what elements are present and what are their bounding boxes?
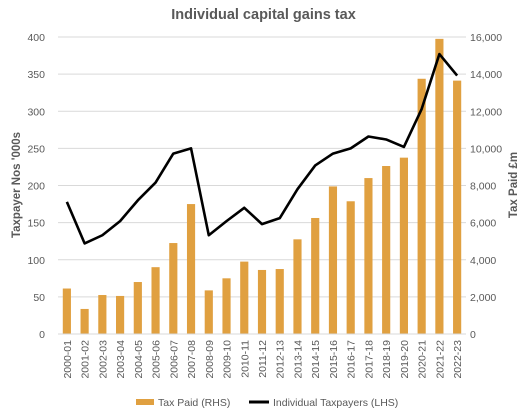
x-tick-label: 2012-13: [275, 340, 287, 379]
bar: [62, 288, 71, 334]
bar: [186, 204, 196, 334]
x-tick-label: 2015-16: [328, 340, 340, 379]
bar: [417, 78, 426, 334]
x-tick-label: 2006-07: [168, 340, 180, 379]
bar: [453, 80, 462, 334]
bar: [204, 290, 213, 334]
right-tick-label: 12,000: [470, 106, 502, 118]
x-axis-ticks: 2000-01 2001-02 2002-03 2003-04 2004-05 2005-…: [62, 340, 464, 379]
x-tick-label: 2022-23: [452, 340, 464, 379]
taxpayers-line: [65, 52, 459, 245]
bar: [275, 269, 284, 334]
x-tick-label: 2011-12: [257, 340, 269, 378]
x-tick-label: 2010-11: [239, 340, 251, 378]
x-tick-label: 2004-05: [133, 340, 145, 379]
right-tick-label: 0: [470, 329, 476, 341]
left-axis-ticks: 0 50 100 150 200 250 300 350 400: [27, 32, 45, 341]
bar: [293, 239, 302, 334]
left-tick-label: 50: [33, 292, 45, 304]
bar: [240, 261, 249, 334]
bar: [80, 308, 89, 334]
x-tick-label: 2001-02: [80, 340, 92, 379]
right-tick-label: 8,000: [470, 181, 496, 193]
line-series-taxpayers: [65, 52, 459, 245]
right-tick-label: 10,000: [470, 143, 502, 155]
bar: [257, 269, 267, 334]
x-tick-label: 2020-21: [417, 340, 429, 379]
x-tick-label: 2007-08: [186, 340, 198, 379]
bar: [311, 217, 320, 334]
bar: [169, 243, 178, 334]
left-tick-label: 200: [27, 181, 45, 193]
right-axis-ticks: 0 2,000 4,000 6,000 8,000 10,000 12,000 14,000 1…: [470, 32, 502, 341]
bar: [346, 201, 355, 334]
right-tick-label: 14,000: [470, 69, 502, 81]
right-tick-label: 16,000: [470, 32, 502, 44]
left-tick-label: 250: [27, 143, 45, 155]
left-axis-title: Taxpayer Nos '000s: [11, 132, 23, 238]
bar: [328, 186, 338, 334]
left-tick-label: 300: [27, 106, 45, 118]
bar: [133, 282, 142, 334]
left-tick-label: 100: [27, 255, 45, 267]
bar: [222, 278, 231, 334]
x-tick-label: 2002-03: [97, 340, 109, 379]
legend-label-tax-paid: Tax Paid (RHS): [158, 397, 230, 409]
left-tick-label: 400: [27, 32, 45, 44]
left-tick-label: 350: [27, 69, 45, 81]
x-tick-label: 2003-04: [115, 340, 127, 379]
right-axis-title: Tax Paid £m: [508, 152, 520, 218]
left-tick-label: 150: [27, 218, 45, 230]
x-tick-label: 2016-17: [346, 340, 358, 379]
x-tick-label: 2008-09: [204, 340, 216, 379]
x-tick-label: 2017-18: [363, 340, 375, 379]
bar: [116, 295, 125, 334]
x-tick-label: 2021-22: [434, 340, 446, 379]
right-tick-label: 4,000: [470, 255, 496, 267]
legend-swatch-tax-paid: [136, 399, 154, 405]
right-tick-label: 2,000: [470, 292, 496, 304]
bar: [435, 38, 444, 334]
bar: [151, 267, 160, 334]
left-tick-label: 0: [39, 329, 45, 341]
x-tick-label: 2005-06: [151, 340, 163, 379]
bar: [364, 178, 373, 334]
bar-series-tax-paid: [62, 38, 462, 334]
x-tick-label: 2019-20: [399, 340, 411, 379]
x-tick-label: 2018-19: [381, 340, 393, 379]
bar: [98, 295, 107, 334]
x-tick-label: 2009-10: [222, 340, 234, 379]
chart-title: Individual capital gains tax: [171, 7, 356, 23]
bar: [382, 166, 391, 334]
legend-label-taxpayers: Individual Taxpayers (LHS): [273, 397, 398, 409]
x-tick-label: 2014-15: [310, 340, 322, 379]
bar: [399, 157, 408, 334]
x-tick-label: 2013-14: [292, 340, 304, 379]
right-tick-label: 6,000: [470, 218, 496, 230]
legend: Tax Paid (RHS) Individual Taxpayers (LHS…: [136, 397, 398, 409]
x-tick-label: 2000-01: [62, 340, 74, 379]
